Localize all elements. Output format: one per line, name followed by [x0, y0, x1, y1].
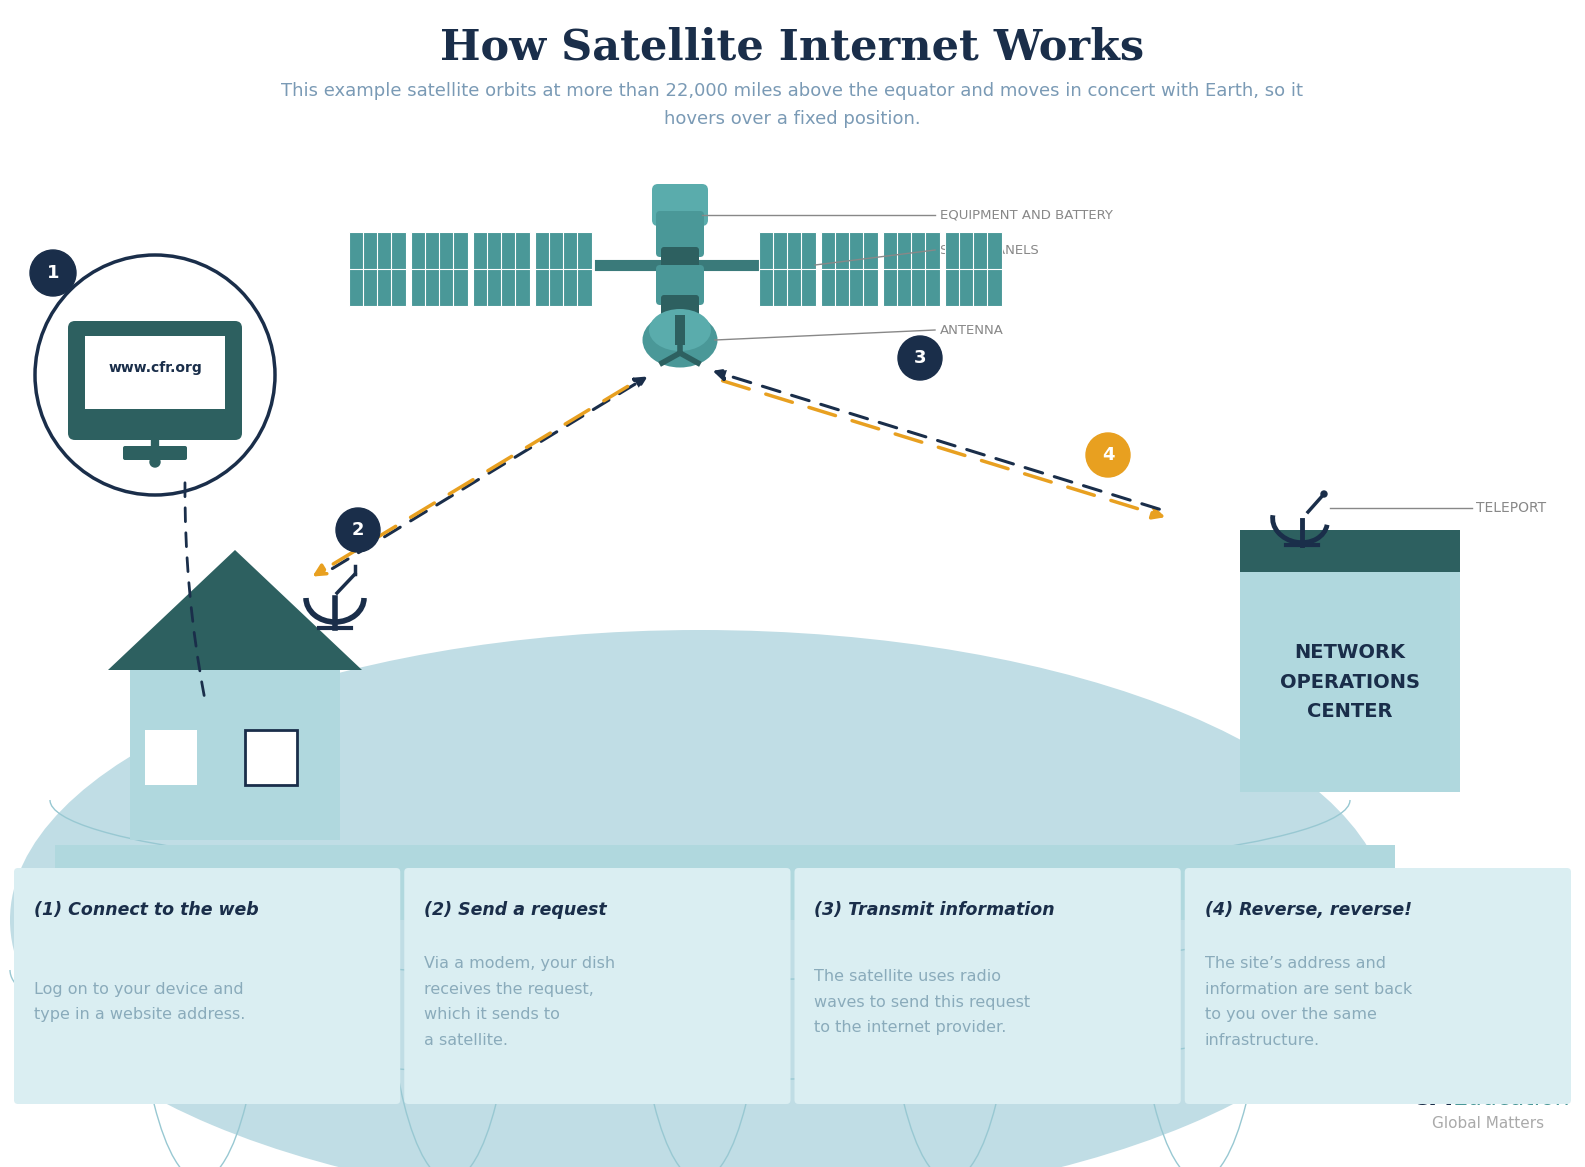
FancyBboxPatch shape	[759, 232, 816, 306]
Text: ANTENNA: ANTENNA	[940, 323, 1003, 336]
Text: CFR: CFR	[1412, 1086, 1463, 1110]
Text: TELEPORT: TELEPORT	[1476, 501, 1545, 515]
Text: 3: 3	[913, 349, 926, 366]
Text: NETWORK
OPERATIONS
CENTER: NETWORK OPERATIONS CENTER	[1281, 643, 1420, 721]
Circle shape	[151, 457, 160, 467]
Circle shape	[899, 336, 941, 380]
FancyBboxPatch shape	[1239, 530, 1460, 572]
Text: How Satellite Internet Works: How Satellite Internet Works	[441, 27, 1144, 69]
FancyBboxPatch shape	[130, 670, 341, 840]
FancyBboxPatch shape	[661, 295, 699, 321]
Circle shape	[336, 508, 380, 552]
Polygon shape	[108, 550, 361, 670]
FancyBboxPatch shape	[821, 232, 878, 306]
Text: 4: 4	[1102, 446, 1114, 464]
Text: (4) Reverse, reverse!: (4) Reverse, reverse!	[1205, 901, 1412, 918]
FancyBboxPatch shape	[349, 232, 406, 306]
Text: 2: 2	[352, 520, 365, 539]
FancyBboxPatch shape	[536, 232, 593, 306]
Ellipse shape	[10, 630, 1390, 1167]
FancyBboxPatch shape	[144, 731, 197, 785]
FancyBboxPatch shape	[472, 232, 529, 306]
FancyBboxPatch shape	[651, 184, 708, 226]
FancyBboxPatch shape	[1239, 572, 1460, 792]
Text: Global Matters: Global Matters	[1431, 1117, 1544, 1132]
Text: The site’s address and
information are sent back
to you over the same
infrastruc: The site’s address and information are s…	[1205, 956, 1412, 1048]
FancyBboxPatch shape	[14, 868, 401, 1104]
FancyBboxPatch shape	[661, 247, 699, 275]
FancyBboxPatch shape	[794, 868, 1181, 1104]
FancyBboxPatch shape	[945, 232, 1002, 306]
Text: Via a modem, your dish
receives the request,
which it sends to
a satellite.: Via a modem, your dish receives the requ…	[425, 956, 615, 1048]
FancyBboxPatch shape	[246, 731, 296, 785]
FancyBboxPatch shape	[656, 265, 704, 305]
FancyBboxPatch shape	[1184, 868, 1571, 1104]
Circle shape	[30, 250, 76, 296]
Text: The satellite uses radio
waves to send this request
to the internet provider.: The satellite uses radio waves to send t…	[815, 969, 1030, 1035]
Ellipse shape	[648, 309, 712, 351]
Text: (3) Transmit information: (3) Transmit information	[815, 901, 1056, 918]
Text: (1) Connect to the web: (1) Connect to the web	[33, 901, 258, 918]
Text: EQUIPMENT AND BATTERY: EQUIPMENT AND BATTERY	[940, 209, 1113, 222]
Text: www.cfr.org: www.cfr.org	[108, 361, 201, 375]
FancyBboxPatch shape	[86, 336, 225, 408]
Text: Log on to your device and
type in a website address.: Log on to your device and type in a webs…	[33, 981, 246, 1022]
Circle shape	[1086, 433, 1130, 477]
Ellipse shape	[642, 313, 718, 368]
Circle shape	[1320, 491, 1327, 497]
Text: SOLAR PANELS: SOLAR PANELS	[940, 244, 1038, 257]
FancyBboxPatch shape	[68, 321, 243, 440]
FancyBboxPatch shape	[124, 446, 187, 460]
Text: This example satellite orbits at more than 22,000 miles above the equator and mo: This example satellite orbits at more th…	[281, 82, 1303, 128]
FancyBboxPatch shape	[404, 868, 791, 1104]
Text: (2) Send a request: (2) Send a request	[425, 901, 607, 918]
FancyBboxPatch shape	[411, 232, 468, 306]
FancyBboxPatch shape	[883, 232, 940, 306]
FancyBboxPatch shape	[675, 315, 685, 345]
FancyBboxPatch shape	[55, 845, 1395, 920]
FancyBboxPatch shape	[656, 211, 704, 257]
Text: 1: 1	[46, 264, 59, 282]
Text: Education: Education	[1453, 1086, 1571, 1110]
